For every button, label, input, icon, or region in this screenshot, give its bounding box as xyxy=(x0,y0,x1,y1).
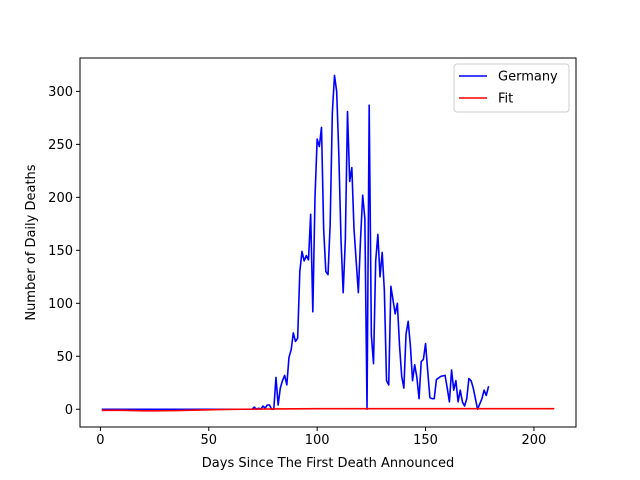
plot-frame xyxy=(79,57,577,428)
y-axis-label: Number of Daily Deaths xyxy=(24,164,39,320)
x-tick-label: 50 xyxy=(200,433,217,448)
x-axis-label: Days Since The First Death Announced xyxy=(202,456,454,471)
plot-area xyxy=(101,74,555,412)
y-tick-label: 50 xyxy=(56,350,73,365)
x-tick-label: 0 xyxy=(96,433,104,448)
x-tick-label: 100 xyxy=(305,433,330,448)
legend-label-germany: Germany xyxy=(498,70,558,85)
y-axis: 0 50 100 150 200 250 300 xyxy=(48,85,80,418)
y-tick-label: 0 xyxy=(65,403,73,418)
y-tick-label: 300 xyxy=(48,85,73,100)
y-tick-label: 100 xyxy=(48,297,73,312)
series-line-germany xyxy=(101,74,490,411)
y-tick-label: 250 xyxy=(48,138,73,153)
legend-label-fit: Fit xyxy=(498,92,513,107)
x-tick-label: 150 xyxy=(413,433,438,448)
x-tick-label: 200 xyxy=(522,433,547,448)
y-tick-label: 150 xyxy=(48,244,73,259)
y-tick-label: 200 xyxy=(48,191,73,206)
x-axis: 0 50 100 150 200 xyxy=(96,427,546,448)
legend: Germany Fit xyxy=(453,63,570,113)
series-line-fit xyxy=(101,407,555,412)
